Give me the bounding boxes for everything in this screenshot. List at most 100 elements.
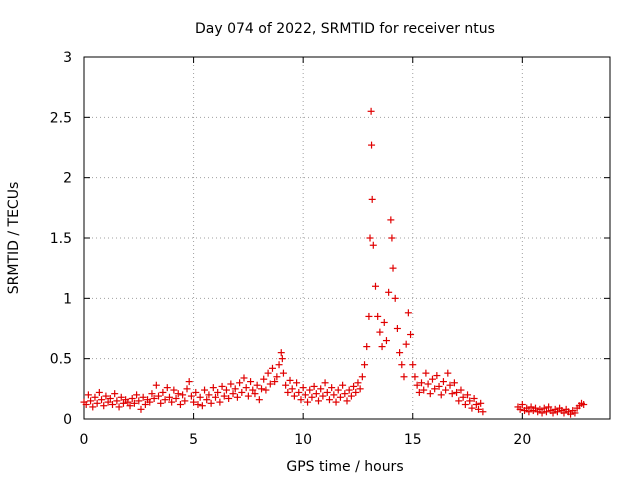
data-point [367,107,375,115]
data-point [253,381,261,389]
data-point [170,386,178,394]
data-point [376,328,384,336]
data-point [141,401,149,409]
data-point [560,409,568,417]
data-point [345,386,353,394]
data-point [194,401,202,409]
y-tick-label: 0.5 [50,352,72,368]
y-tick-label: 0 [63,412,72,428]
data-point [91,393,99,401]
data-point [347,392,355,400]
data-point [459,393,467,401]
y-tick-label: 1 [63,291,72,307]
data-point [354,379,362,387]
data-point [126,402,134,410]
x-tick-label: 15 [404,432,422,448]
x-tick-label: 5 [189,432,198,448]
data-point [233,393,241,401]
data-point [437,391,445,399]
data-point [176,401,184,409]
data-point [549,409,557,417]
grid-lines [84,57,610,419]
data-point [187,392,195,400]
plot-frame [83,56,611,420]
data-point [431,385,439,393]
data-point [161,396,169,404]
data-point [468,404,476,412]
data-point [378,343,386,351]
data-point [363,343,371,351]
data-point [251,390,259,398]
y-tick-label: 2 [63,171,72,187]
data-points [80,107,588,418]
data-point [319,392,327,400]
data-point [198,402,206,410]
data-point [299,384,307,392]
data-point [137,405,145,413]
data-point [242,384,250,392]
data-point [244,392,252,400]
data-point [133,391,141,399]
data-point [262,386,270,394]
data-point [328,384,336,392]
data-point [212,393,219,401]
data-point [255,396,263,404]
data-point [538,409,546,417]
data-point [222,386,230,394]
x-tick-label: 10 [294,432,312,448]
data-point [407,331,415,339]
data-point [321,379,329,387]
data-point [277,349,285,357]
data-point [402,340,410,348]
data-point [260,375,268,383]
data-point [124,398,132,406]
data-point [540,404,548,412]
data-point [231,385,239,393]
data-point [155,392,163,400]
y-tick-label: 1.5 [50,231,72,247]
data-point [368,195,376,203]
data-point [404,309,412,317]
y-axis-title: SRMTID / TECUs [6,182,22,295]
data-point [472,401,480,409]
data-point [249,386,257,394]
data-point [518,401,526,409]
data-point [203,396,211,404]
data-point [104,398,112,406]
data-point [268,364,276,372]
data-point [207,399,215,407]
data-point [418,379,426,387]
data-point [369,241,377,249]
data-point [279,369,287,377]
data-point [102,392,110,400]
data-point [148,390,156,398]
data-point [95,388,103,396]
data-point [179,391,187,399]
x-axis-title: GPS time / hours [286,459,403,475]
data-point [339,381,347,389]
data-point [343,397,351,405]
data-point [128,394,136,402]
data-point [374,312,382,320]
data-point [358,373,366,381]
data-point [336,393,344,401]
data-point [106,394,114,402]
data-point [183,385,191,393]
data-point [146,398,154,406]
data-point [192,388,200,396]
data-point [301,391,309,399]
x-tick-label: 0 [80,432,89,448]
data-point [325,396,333,404]
data-point [516,405,524,413]
data-point [284,388,292,396]
data-point [273,373,281,381]
data-point [413,381,421,389]
data-point [293,379,301,387]
data-point [82,401,90,409]
data-point [111,390,119,398]
data-point [220,392,228,400]
data-point [168,398,176,406]
data-point [216,398,224,406]
data-point [227,380,235,388]
